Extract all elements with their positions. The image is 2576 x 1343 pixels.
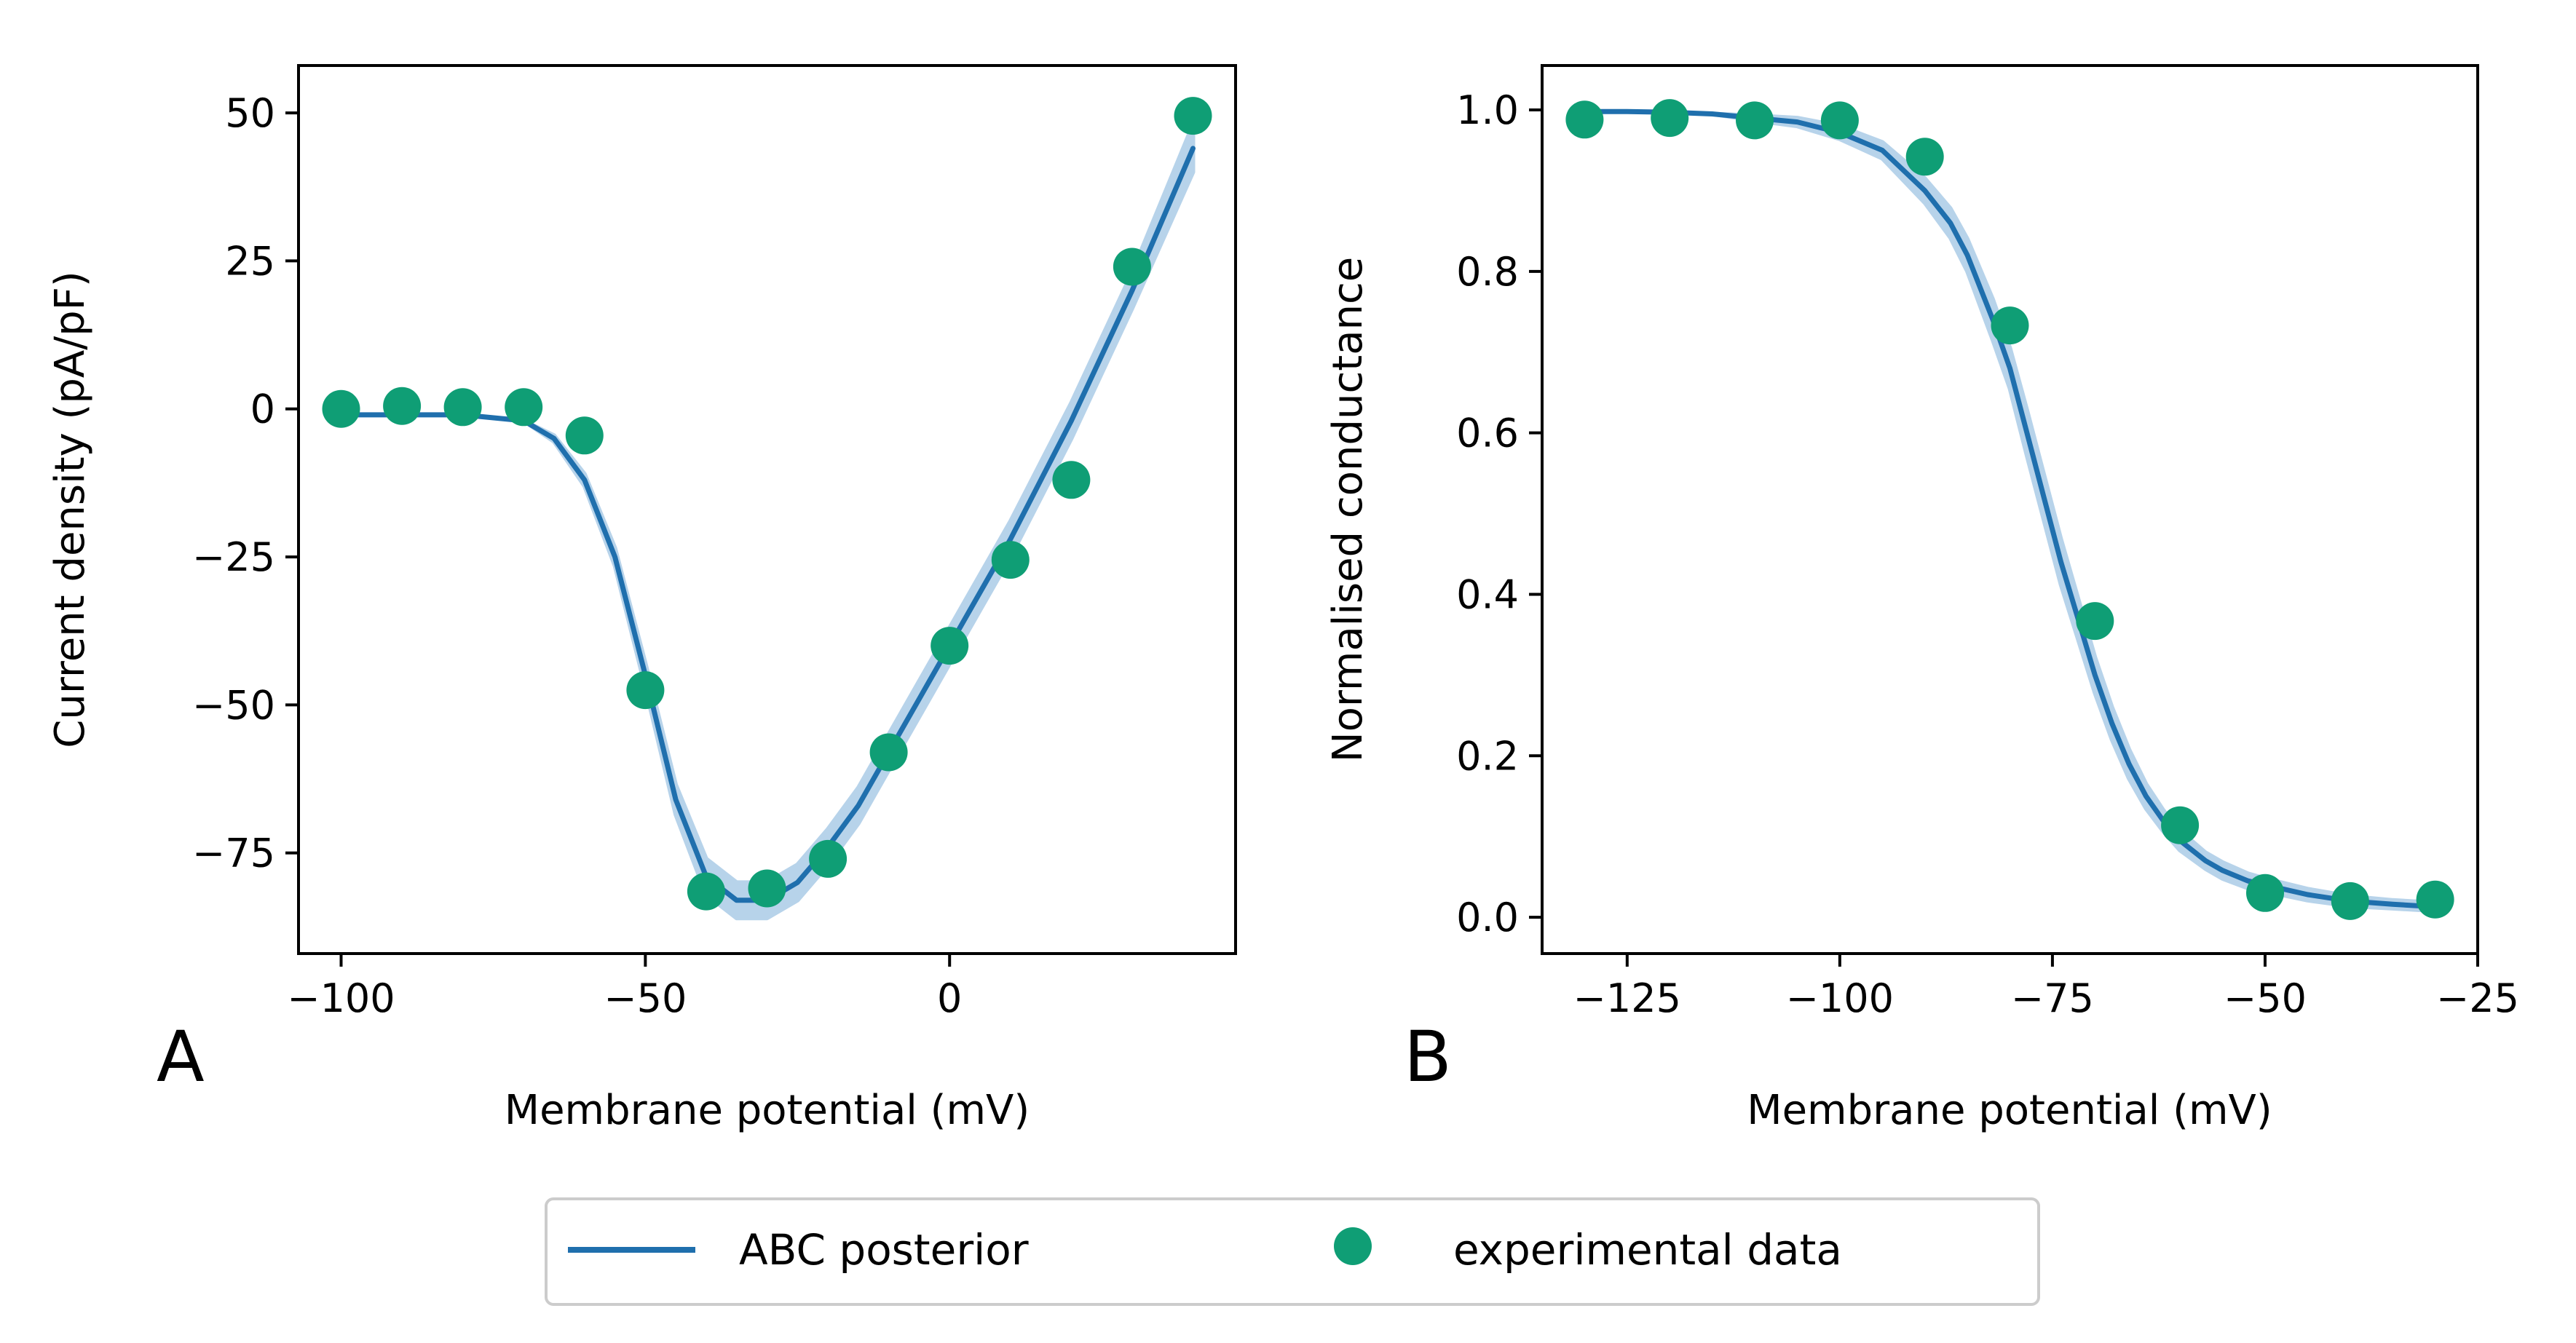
chart-b-x-tick-label: −75 [2011,975,2094,1021]
chart-b-y-axis-label: Normalised conductance [1324,257,1372,763]
chart-b-data-point [1736,101,1774,140]
chart-a-y-tick-label: 0 [250,387,275,432]
legend-box [545,1197,2040,1306]
chart-a-panel-label: A [157,1016,205,1098]
chart-b-data-point [2161,806,2200,844]
chart-a-data-point [748,869,786,908]
chart-b-y-tick-label: 1.0 [1456,87,1519,133]
chart-a-y-tick-label: −50 [192,682,275,728]
chart-a-data-point [809,839,848,878]
chart-a-data-point [1174,97,1212,135]
chart-a-data-point [505,388,543,427]
chart-b-y-tick-label: 0.8 [1456,249,1519,295]
chart-a-data-point [383,387,422,425]
chart-panel-b: −125 −100 −75 −50 −25 0.0 0.2 0.4 0.6 0.8 1.0 Mem… [1324,64,2519,1134]
legend-fit-label: ABC posterior [739,1225,1029,1275]
chart-b-y-tick-label: 0.0 [1456,895,1519,940]
chart-a-x-axis-label: Membrane potential (mV) [505,1087,1030,1134]
chart-b-x-tick-label: −100 [1786,975,1894,1021]
chart-b-data-point [1820,101,1859,140]
chart-a-data-point [1052,461,1091,499]
chart-b-data-point [2331,882,2369,920]
chart-a-data-point [626,671,665,710]
chart-a-x-tick-label: −50 [604,975,687,1021]
chart-b-data-point [1565,100,1604,139]
chart-a-fit-band [339,122,1196,921]
chart-b-x-tick-label: −25 [2436,975,2519,1021]
chart-b-x-axis-label: Membrane potential (mV) [1747,1087,2272,1134]
chart-a-fit-line [339,146,1196,903]
chart-a-y-tick-label: −75 [192,831,275,876]
chart-a-data-point [565,416,604,455]
chart-b-data-point [2416,880,2454,919]
chart-b-y-tick-label: 0.2 [1456,733,1519,779]
chart-b-panel-label: B [1404,1016,1452,1098]
chart-b-fit-line [1581,108,2438,910]
chart-a-data-point [687,872,725,911]
chart-b-data-point [1905,138,1944,176]
chart-b-data-point [2076,602,2114,641]
chart-a-y-tick-label: −25 [192,534,275,580]
chart-a-y-tick-label: 25 [225,238,275,284]
chart-a-data-point [991,541,1030,579]
chart-b-fit-band [1582,109,2438,914]
chart-a-data-point [1113,247,1151,286]
chart-a-plot-frame [297,64,1237,955]
chart-a-data-point [443,388,482,427]
chart-b-data-point [1991,306,2029,345]
chart-a-y-tick-label: 50 [225,90,275,136]
chart-a-x-tick-label: −100 [287,975,395,1021]
chart-a-y-axis-label: Current density (pA/pF) [47,271,94,748]
chart-a-data-point [322,389,360,428]
chart-b-y-tick-label: 0.6 [1456,411,1519,456]
chart-b-x-tick-label: −50 [2224,975,2307,1021]
chart-a-data-point [931,627,969,665]
chart-panel-a: −100 −50 0 50 25 0 −25 −50 −75 Membrane potenti… [47,64,1237,1134]
chart-b-y-tick-label: 0.4 [1456,571,1519,617]
chart-b-plot-frame [1541,64,2479,955]
chart-a-data-point [869,733,908,772]
chart-b-data-point [2246,873,2284,912]
legend-data-label: experimental data [1453,1225,1842,1275]
legend: ABC posterior experimental data [545,1197,2040,1306]
chart-b-x-tick-label: −125 [1573,975,1681,1021]
legend-dot-swatch [1334,1227,1372,1265]
chart-b-data-point [1651,99,1689,138]
chart-a-x-tick-label: 0 [937,975,962,1021]
